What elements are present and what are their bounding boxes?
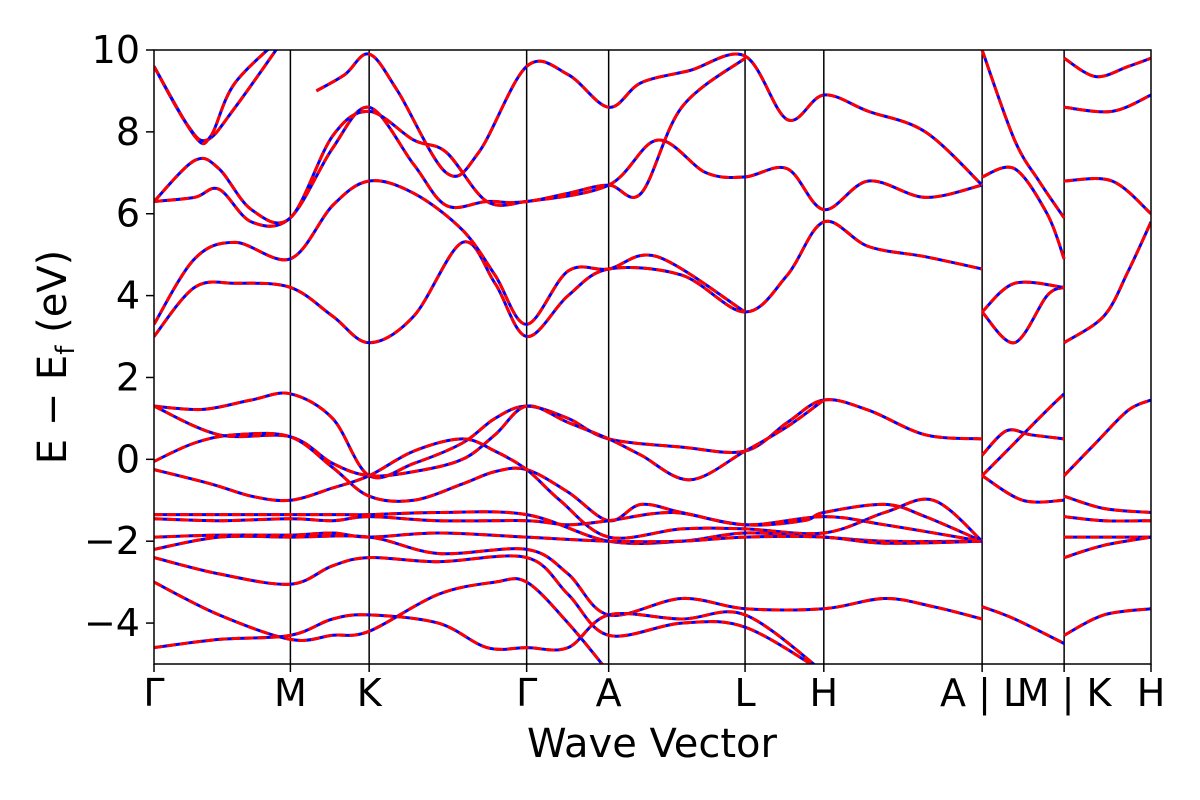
x-tick-label: Γ [143,671,164,715]
band-curve-dashed [154,531,983,545]
band-curve-dashed [1063,607,1151,637]
y-axis-label: E − Ef (eV) [30,250,81,465]
y-axis-ticks: −4 −2 0 2 4 6 8 10 [84,28,154,645]
band-curve-dashed [1063,515,1151,523]
band-curve-dashed [154,219,983,345]
y-tick-label: −2 [84,519,140,563]
kpath-divider-lines [289,50,1065,664]
y-axis-label-subscript: f [51,345,81,355]
bands-group [154,50,1151,664]
y-axis-label-main: E − E [30,355,76,465]
band-curve-dashed [1063,494,1151,514]
band-curve-dashed [154,554,814,664]
band-curve-dashed [154,179,746,326]
x-axis-label: Wave Vector [527,721,778,767]
band-curve-dashed [981,474,1065,504]
band-curve-dashed [154,534,983,621]
x-axis-ticks: Γ M K Γ A L H A | LM | K H [143,664,1165,716]
y-tick-label: 8 [116,110,140,154]
band-curve-dashed [980,285,1065,345]
y-tick-label: 6 [116,192,140,236]
y-tick-label: 0 [116,437,140,481]
y-tick-label: 4 [116,274,140,318]
band-curve-dashed [981,280,1065,314]
band-curve-solid [1064,177,1151,215]
y-axis-label-unit: (eV) [30,250,76,346]
plot-frame [153,49,1152,665]
band-curve-dashed [154,437,984,543]
band-curve-dashed [154,105,983,228]
band-curve-dashed [154,610,816,664]
band-curve-dashed [1063,93,1151,114]
band-curve-dashed [981,428,1065,457]
x-tick-label: M | K [1017,671,1113,716]
x-tick-label: A [596,671,622,715]
y-tick-label: −4 [84,601,140,645]
y-tick-label: 2 [116,355,140,399]
band-curve-dashed [154,431,983,543]
x-tick-label: Γ [516,671,537,715]
plot-background [154,50,1151,664]
band-curve-dashed [154,510,983,543]
x-tick-label: M [274,671,307,715]
band-curve-dashed [154,57,747,225]
band-curve-dashed [1063,535,1151,560]
x-tick-label: K [357,671,383,715]
band-curve-dashed [315,52,984,187]
band-curve-dashed [981,392,1066,477]
band-curve-dashed [1063,56,1151,79]
band-curve-dashed [980,50,1066,219]
band-curve-dashed [154,577,604,664]
x-tick-label: L [734,671,755,715]
x-tick-label: H [810,671,839,715]
band-curve-dashed [981,165,1066,260]
band-curve-dashed [981,605,1065,645]
band-curve-dashed [1063,221,1151,344]
y-tick-label: 10 [92,28,140,72]
band-curve-dashed [154,50,270,146]
band-curve-dashed [1063,398,1151,477]
x-tick-label: H [1137,671,1166,715]
x-tick-label: A | L [940,671,1024,716]
band-curve-dashed [154,510,983,545]
